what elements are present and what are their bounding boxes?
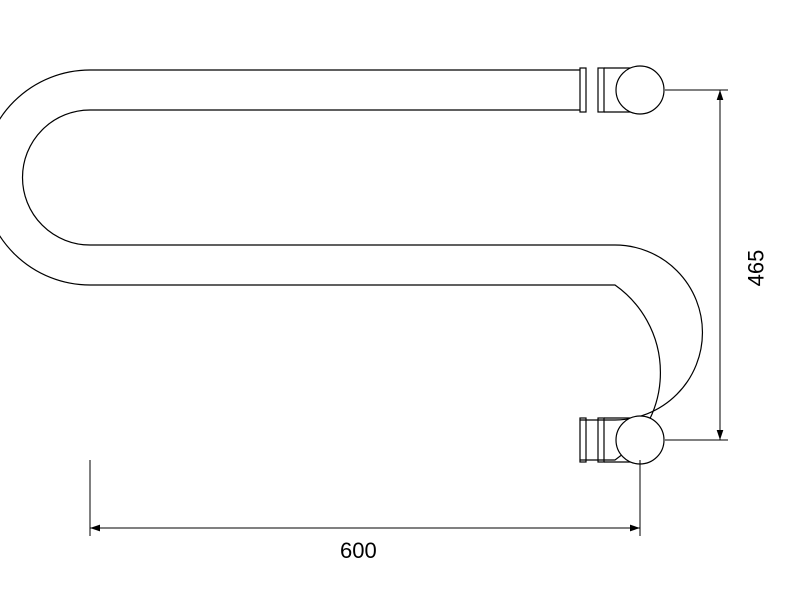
technical-drawing [0, 0, 800, 600]
width-dimension-label: 600 [340, 538, 377, 564]
height-dimension-label: 465 [743, 250, 769, 287]
